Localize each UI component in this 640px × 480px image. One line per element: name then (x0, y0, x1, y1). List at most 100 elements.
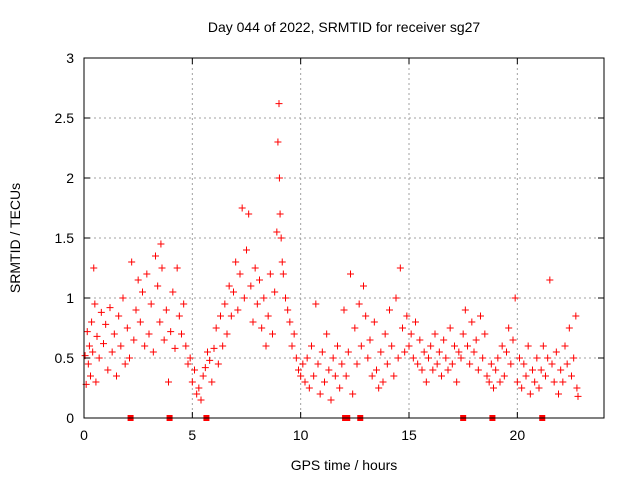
data-point (119, 294, 127, 302)
data-point (217, 312, 224, 320)
data-point (539, 342, 547, 350)
data-point (368, 372, 376, 380)
data-point (158, 264, 166, 272)
data-point (379, 378, 387, 386)
x-tick-label: 5 (188, 427, 196, 443)
data-point (292, 354, 300, 362)
axis-ticks: 0 5 10 15 20 0 0.5 1 1.5 2 2.5 3 (55, 50, 604, 443)
data-point (355, 300, 363, 308)
data-point (253, 300, 261, 308)
data-point (405, 342, 413, 350)
data-point (104, 366, 112, 374)
data-point (301, 378, 309, 386)
data-point (353, 360, 361, 368)
data-point (357, 342, 365, 350)
data-point (262, 342, 270, 350)
data-point (492, 366, 500, 374)
data-point (338, 360, 346, 368)
data-point (145, 330, 153, 338)
data-point (271, 288, 279, 296)
data-point (284, 306, 292, 314)
data-point (83, 328, 91, 336)
data-point (197, 396, 205, 404)
data-point (422, 378, 430, 386)
data-point (418, 366, 426, 374)
data-point (141, 342, 149, 350)
data-point (245, 210, 253, 218)
data-point (472, 336, 480, 344)
data-point (386, 306, 393, 314)
data-point (513, 378, 521, 386)
data-point (479, 354, 487, 362)
data-point (494, 354, 502, 362)
data-point (126, 354, 133, 362)
data-point (392, 294, 400, 302)
data-point (542, 372, 549, 380)
data-point (340, 306, 348, 314)
data-point (136, 318, 144, 326)
data-point (498, 342, 506, 350)
data-point (570, 354, 578, 362)
data-point (331, 372, 339, 380)
data-point (546, 276, 554, 284)
data-point (535, 384, 543, 392)
data-point (282, 294, 289, 302)
data-point (377, 348, 385, 356)
data-point (147, 300, 155, 308)
y-tick-label: 1.5 (55, 230, 75, 246)
y-tick-label: 2 (66, 170, 74, 186)
data-point (240, 294, 248, 302)
data-point (461, 306, 469, 314)
data-point (572, 312, 580, 320)
y-tick-label: 2.5 (55, 110, 75, 126)
data-point (555, 390, 562, 398)
y-tick-label: 1 (66, 290, 74, 306)
data-point (210, 344, 218, 352)
data-point (457, 354, 465, 362)
data-point (459, 330, 467, 338)
data-point (264, 312, 272, 320)
data-point (312, 300, 320, 308)
data-point (366, 336, 374, 344)
data-point (204, 348, 211, 356)
data-point (121, 360, 129, 368)
data-point (394, 354, 402, 362)
data-point (247, 282, 255, 290)
data-point (360, 282, 367, 290)
data-point (288, 342, 296, 350)
data-point (274, 138, 282, 146)
data-point (505, 324, 513, 332)
data-point (323, 330, 331, 338)
data-point (325, 366, 333, 374)
data-point (299, 360, 307, 368)
data-point (115, 312, 123, 320)
data-point (193, 390, 201, 398)
data-point (206, 356, 214, 364)
data-point (327, 396, 335, 404)
data-point (188, 378, 196, 386)
data-point (316, 390, 324, 398)
data-point (314, 360, 322, 368)
data-point (427, 342, 435, 350)
data-point (433, 360, 441, 368)
data-point (438, 372, 445, 380)
data-point (184, 360, 192, 368)
data-point (108, 348, 116, 356)
data-point (435, 348, 443, 356)
x-tick-label: 10 (293, 427, 309, 443)
data-point (518, 384, 526, 392)
data-point (557, 366, 565, 374)
data-point (199, 372, 207, 380)
data-point (167, 328, 175, 336)
data-point (221, 300, 229, 308)
data-point (483, 372, 491, 380)
data-point (251, 264, 259, 272)
data-point (236, 270, 244, 278)
y-tick-label: 0.5 (55, 350, 75, 366)
data-point (403, 312, 411, 320)
data-point (106, 304, 114, 312)
data-point (156, 318, 164, 326)
data-point (278, 258, 286, 266)
data-point (117, 342, 125, 350)
